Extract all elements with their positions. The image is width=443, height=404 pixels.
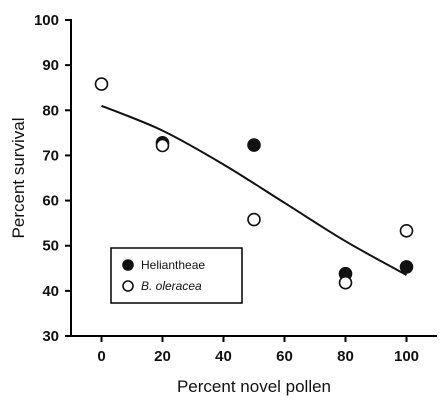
legend-box	[110, 247, 243, 304]
y-tick-label-90: 90	[42, 57, 59, 74]
axes	[70, 19, 437, 337]
legend-label-heliantheae: Heliantheae	[141, 258, 205, 272]
ticks: 30 40 50 60 70 80 90 100 0 20 40 60 80 100	[34, 12, 419, 365]
legend-marker-heliantheae	[122, 259, 134, 271]
legend: Heliantheae B. oleracea	[110, 247, 243, 304]
y-tick-label-50: 50	[42, 238, 59, 255]
y-axis-title: Percent survival	[9, 118, 28, 239]
x-tick-label-80: 80	[337, 348, 354, 365]
x-tick-label-20: 20	[154, 348, 171, 365]
fit-curve	[101, 104, 407, 276]
x-tick-label-60: 60	[276, 348, 293, 365]
x-tick-label-100: 100	[394, 348, 419, 365]
point-open-3	[338, 275, 353, 290]
point-open-4	[399, 224, 414, 238]
y-tick-label-80: 80	[42, 102, 59, 119]
y-tick-label-30: 30	[42, 328, 59, 345]
points-layer	[94, 77, 414, 290]
y-tick-label-100: 100	[34, 12, 59, 29]
y-tick-label-70: 70	[42, 147, 59, 164]
y-tick-label-60: 60	[42, 193, 59, 210]
fit-curve-layer	[101, 104, 407, 276]
legend-marker-b-oleracea	[122, 280, 134, 292]
point-open-2	[247, 212, 261, 227]
legend-label-b-oleracea: B. oleracea	[141, 279, 202, 293]
x-tick-label-0: 0	[97, 348, 105, 365]
y-tick-label-40: 40	[42, 283, 59, 300]
point-open-1	[155, 138, 170, 153]
point-filled-1	[247, 138, 261, 152]
x-tick-label-40: 40	[215, 348, 232, 365]
x-axis-title: Percent novel pollen	[177, 377, 331, 396]
point-filled-3	[399, 260, 414, 274]
point-open-0	[94, 77, 109, 91]
